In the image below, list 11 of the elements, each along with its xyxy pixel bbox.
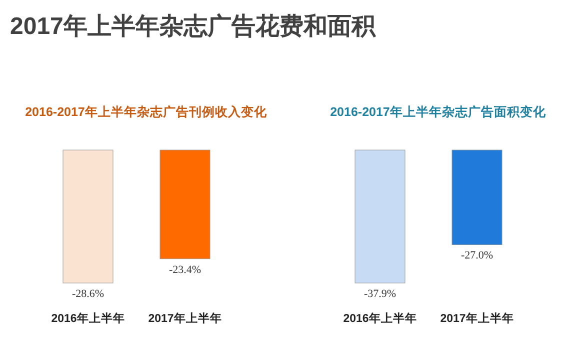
x-tick-label: 2017年上半年 [148, 311, 222, 325]
x-tick-label: 2016年上半年 [343, 311, 417, 325]
data-label: -37.9% [364, 288, 396, 300]
text: 2017年上半年杂志广告花费和面积 [10, 13, 376, 40]
chart-title: 2016-2017年上半年杂志广告面积变化 [330, 104, 547, 119]
data-label: -23.4% [168, 264, 202, 276]
chart-title: 2016-2017年上半年杂志广告刊例收入变化 [25, 104, 268, 119]
data-label: -28.6% [72, 288, 104, 300]
data-label: -27.0% [460, 250, 494, 262]
x-tick-label: 2017年上半年 [440, 311, 514, 325]
x-tick-label: 2016年上半年 [51, 311, 125, 325]
